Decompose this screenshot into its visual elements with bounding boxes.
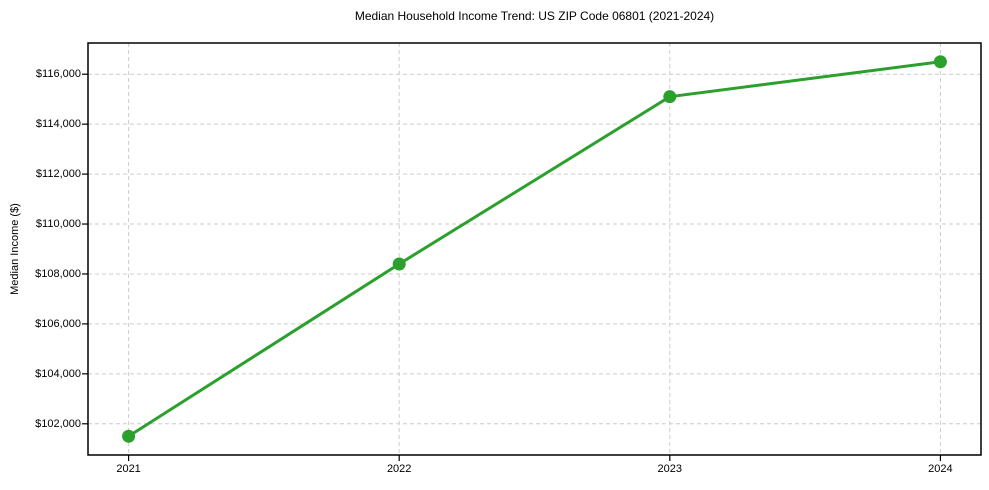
x-tick-label: 2022 — [386, 463, 412, 475]
y-tick-label: $106,000 — [35, 317, 81, 330]
y-tick-label: $102,000 — [35, 417, 81, 430]
plot-area — [82, 42, 982, 461]
x-tick-label: 2024 — [928, 463, 953, 475]
y-tick-label: $114,000 — [35, 118, 81, 131]
data-point-marker — [663, 90, 677, 104]
data-point-marker — [392, 257, 406, 271]
y-tick-label: $104,000 — [35, 367, 81, 380]
y-tick-label: $112,000 — [35, 168, 81, 181]
chart-title: Median Household Income Trend: US ZIP Co… — [354, 9, 715, 23]
data-point-marker — [933, 55, 947, 69]
y-tick-label: $116,000 — [35, 68, 81, 81]
x-tick-label: 2023 — [657, 463, 683, 475]
y-axis-tick-labels: $102,000 $104,000 $106,000 $108,000 $110,000… — [0, 43, 81, 455]
y-tick-label: $108,000 — [35, 267, 81, 280]
y-tick-label: $110,000 — [35, 218, 81, 231]
line-chart-svg — [82, 42, 982, 461]
x-tick-label: 2021 — [116, 463, 141, 475]
x-axis-tick-labels: 2021 2022 2023 2024 — [88, 462, 981, 478]
data-point-marker — [122, 429, 136, 443]
